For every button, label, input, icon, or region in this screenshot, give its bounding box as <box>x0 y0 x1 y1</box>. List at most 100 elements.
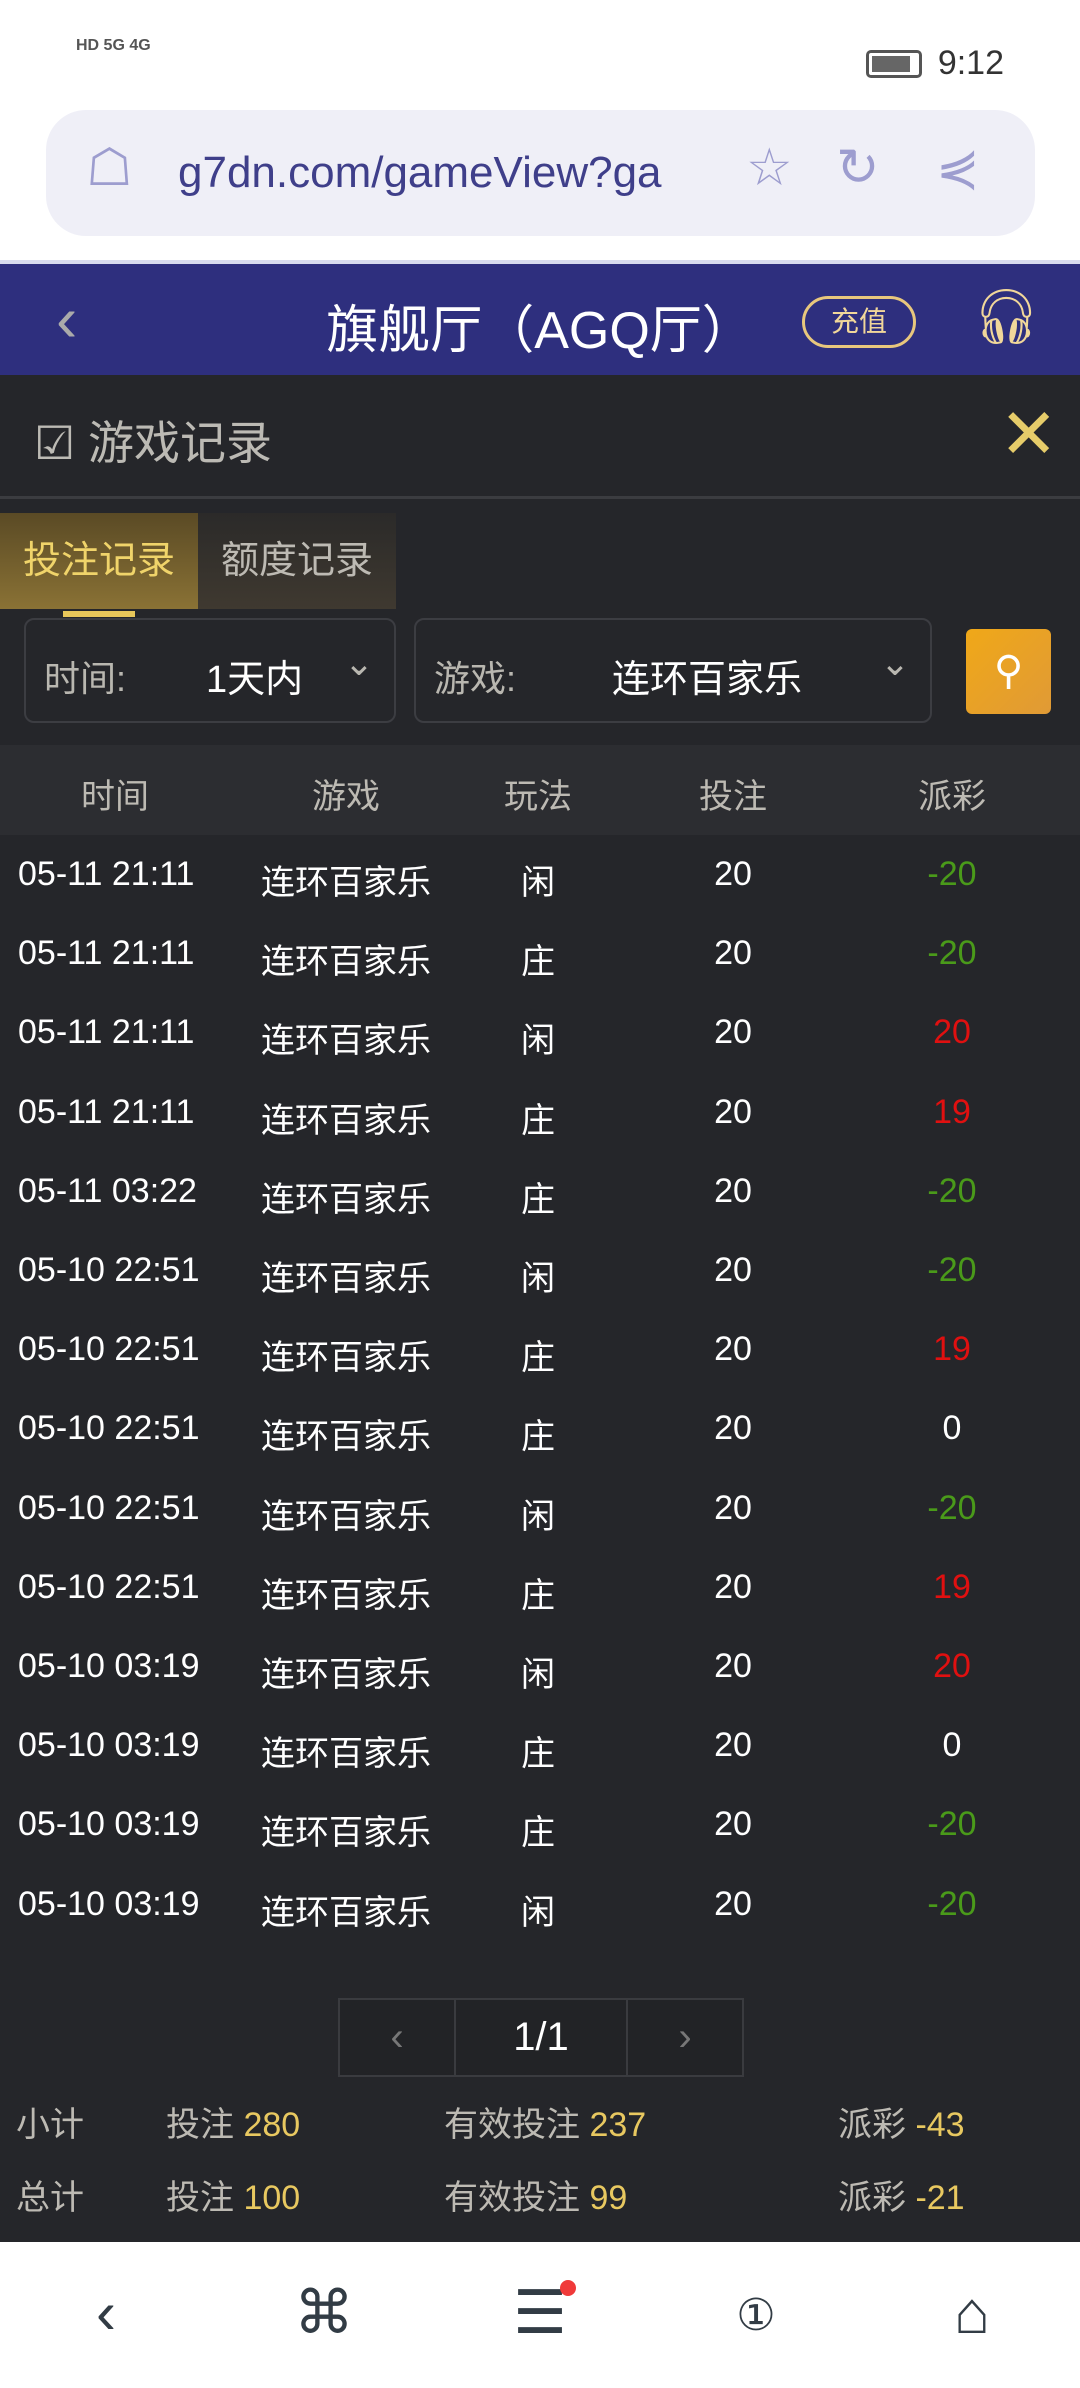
panel-title-text: 游戏记录 <box>88 417 273 469</box>
signal-icons: HD 5G 4G <box>76 37 151 54</box>
share-icon[interactable]: ⋞ <box>936 139 980 197</box>
panel-title: ☑ 游戏记录 <box>34 407 272 473</box>
cell-time: 05-10 22:51 <box>18 1488 200 1527</box>
game-filter-label: 游戏: <box>434 658 517 699</box>
home-icon[interactable]: ⌂ <box>953 2279 991 2346</box>
cell-play: 庄 <box>521 1101 555 1140</box>
cell-game: 连环百家乐 <box>261 1180 431 1219</box>
cell-bet: 20 <box>714 934 752 973</box>
cell-payout: -20 <box>927 855 977 893</box>
cell-bet: 20 <box>714 1330 752 1369</box>
cell-play: 闲 <box>521 1022 555 1061</box>
cell-game: 连环百家乐 <box>261 864 431 902</box>
table-row: 05-10 03:19 连环百家乐 庄 20 -20 <box>0 1785 1080 1864</box>
browser-bottom-nav: ‹ ⌘ ☰ ① ⌂ <box>0 2242 1080 2388</box>
customer-service-icon[interactable]: 🎧︎ <box>972 287 1041 347</box>
back-icon[interactable]: ‹ <box>56 283 78 355</box>
tab-bet-records[interactable]: 投注记录 <box>0 513 198 617</box>
cell-bet: 20 <box>714 1013 752 1052</box>
column-header-time: 时间 <box>81 778 149 816</box>
time-filter-select[interactable]: 时间: 1天内 ⌄ <box>24 618 396 723</box>
apps-icon[interactable]: ⌘ <box>294 2279 354 2346</box>
next-page-button[interactable]: › <box>678 2015 692 2059</box>
cell-play: 闲 <box>521 1260 555 1298</box>
table-row: 05-10 22:51 连环百家乐 庄 20 0 <box>0 1389 1080 1468</box>
cell-time: 05-10 03:19 <box>18 1805 200 1844</box>
cell-time: 05-10 03:19 <box>18 1647 200 1685</box>
cell-time: 05-10 22:51 <box>18 1251 200 1289</box>
cell-payout: -20 <box>927 934 977 973</box>
star-icon[interactable]: ☆ <box>746 139 793 197</box>
cell-payout: 19 <box>933 1567 971 1606</box>
cell-time: 05-10 03:19 <box>18 1726 200 1765</box>
security-ghost-icon[interactable]: ☖ <box>86 139 133 197</box>
cell-game: 连环百家乐 <box>261 943 431 982</box>
tabs-icon[interactable]: ① <box>736 2291 776 2340</box>
cell-payout: -20 <box>927 1488 977 1527</box>
refresh-icon[interactable]: ↻ <box>836 139 880 197</box>
table-row: 05-11 21:11 连环百家乐 庄 20 19 <box>0 1073 1080 1152</box>
cell-payout: 20 <box>933 1013 971 1052</box>
cell-play: 庄 <box>521 1339 555 1378</box>
cell-game: 连环百家乐 <box>261 1418 431 1457</box>
clock: 9:12 <box>937 44 1004 82</box>
cell-payout: 0 <box>942 1409 962 1448</box>
time-filter-value: 1天内 <box>206 659 304 701</box>
cell-time: 05-11 21:11 <box>18 934 195 973</box>
table-row: 05-10 03:19 连环百家乐 庄 20 0 <box>0 1706 1080 1785</box>
cell-bet: 20 <box>714 1567 752 1606</box>
cell-game: 连环百家乐 <box>261 1656 431 1694</box>
clipboard-check-icon: ☑ <box>34 417 76 469</box>
back-icon[interactable]: ‹ <box>96 2279 116 2346</box>
table-row: 05-10 22:51 连环百家乐 庄 20 19 <box>0 1548 1080 1627</box>
column-header-payout: 派彩 <box>918 778 986 816</box>
search-icon: ⚲ <box>993 649 1024 693</box>
cell-bet: 20 <box>714 1647 752 1685</box>
tab-credit-records[interactable]: 额度记录 <box>198 513 396 609</box>
cell-time: 05-11 03:22 <box>18 1171 197 1210</box>
cell-time: 05-10 22:51 <box>18 1409 200 1448</box>
menu-icon[interactable]: ☰ <box>513 2279 567 2346</box>
cell-play: 闲 <box>521 1497 555 1536</box>
game-filter-value: 连环百家乐 <box>612 659 803 701</box>
search-button[interactable]: ⚲ <box>966 629 1051 714</box>
table-row: 05-10 03:19 连环百家乐 闲 20 -20 <box>0 1865 1080 1944</box>
table-row: 05-10 22:51 连环百家乐 闲 20 -20 <box>0 1469 1080 1548</box>
total-label: 总计 <box>16 2179 84 2217</box>
cell-payout: 20 <box>933 1647 971 1685</box>
cell-game: 连环百家乐 <box>261 1893 431 1932</box>
table-row: 05-11 03:22 连环百家乐 庄 20 -20 <box>0 1152 1080 1231</box>
cell-game: 连环百家乐 <box>261 1497 431 1536</box>
battery-icon <box>866 50 922 78</box>
cell-play: 闲 <box>521 864 555 902</box>
table-row: 05-10 22:51 连环百家乐 闲 20 -20 <box>0 1231 1080 1310</box>
subtotal-label: 小计 <box>16 2106 84 2144</box>
close-icon[interactable]: ✕ <box>999 395 1058 473</box>
cell-payout: -20 <box>927 1805 977 1844</box>
table-header: 时间 游戏 玩法 投注 派彩 <box>0 745 1080 835</box>
prev-page-button[interactable]: ‹ <box>340 2000 456 2075</box>
divider <box>0 496 1080 499</box>
cell-payout: -20 <box>927 1171 977 1210</box>
cell-game: 连环百家乐 <box>261 1101 431 1140</box>
cell-payout: -20 <box>927 1884 977 1923</box>
cell-bet: 20 <box>714 1409 752 1448</box>
recharge-button[interactable]: 充值 <box>802 296 916 348</box>
cell-time: 05-11 21:11 <box>18 855 195 893</box>
column-header-play: 玩法 <box>504 778 572 816</box>
cell-time: 05-11 21:11 <box>18 1013 195 1052</box>
cell-game: 连环百家乐 <box>261 1339 431 1378</box>
url-text[interactable]: g7dn.com/gameView?ga <box>178 148 662 197</box>
game-filter-select[interactable]: 游戏: 连环百家乐 ⌄ <box>414 618 932 723</box>
cell-play: 庄 <box>521 1814 555 1853</box>
chevron-down-icon: ⌄ <box>343 642 374 683</box>
status-bar: HD 5G 4G 9:12 <box>0 0 1080 105</box>
subtotal-payout: 派彩 -43 <box>838 2106 965 2144</box>
page-header: ‹ 旗舰厅（AGQ厅） 充值 🎧︎ <box>0 260 1080 375</box>
cell-play: 庄 <box>521 1735 555 1774</box>
chevron-down-icon: ⌄ <box>879 642 910 683</box>
cell-bet: 20 <box>714 1171 752 1210</box>
cell-time: 05-10 22:51 <box>18 1567 200 1606</box>
address-bar[interactable]: ☖ g7dn.com/gameView?ga ☆ ↻ ⋞ <box>46 110 1035 236</box>
subtotal-valid-bet: 有效投注 237 <box>444 2106 647 2144</box>
